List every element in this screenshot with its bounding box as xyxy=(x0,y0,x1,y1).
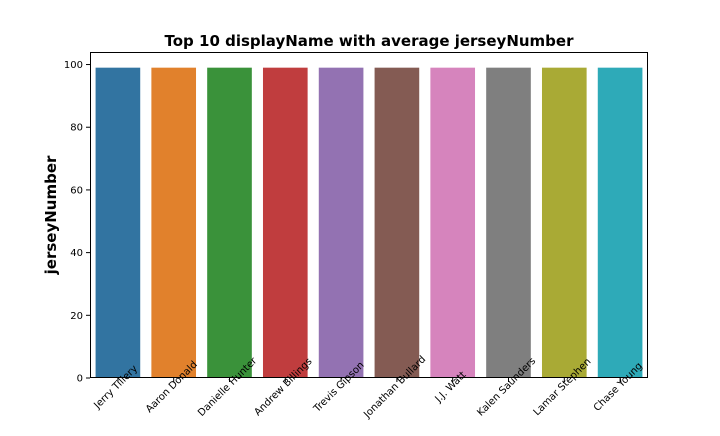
bar xyxy=(430,67,476,378)
bar xyxy=(486,67,531,378)
y-tick-label: 80 xyxy=(70,123,83,134)
y-tick-label: 20 xyxy=(70,311,83,322)
bar xyxy=(541,67,587,378)
y-tick-label: 100 xyxy=(64,60,83,71)
y-axis-label: jerseyNumber xyxy=(42,155,60,275)
chart-title: Top 10 displayName with average jerseyNu… xyxy=(165,32,575,50)
bar xyxy=(597,67,643,378)
bar xyxy=(262,67,308,378)
y-tick-label: 40 xyxy=(70,248,83,259)
bar xyxy=(95,67,141,378)
y-axis-ticks: 0 20 40 60 80 100 xyxy=(64,60,90,385)
bar xyxy=(374,67,420,378)
y-tick-label: 60 xyxy=(70,185,83,196)
bars xyxy=(95,67,643,378)
y-tick-label: 0 xyxy=(77,374,83,385)
bar xyxy=(207,67,252,378)
bar xyxy=(318,67,364,378)
bar xyxy=(151,67,197,378)
plot-frame xyxy=(90,52,648,378)
